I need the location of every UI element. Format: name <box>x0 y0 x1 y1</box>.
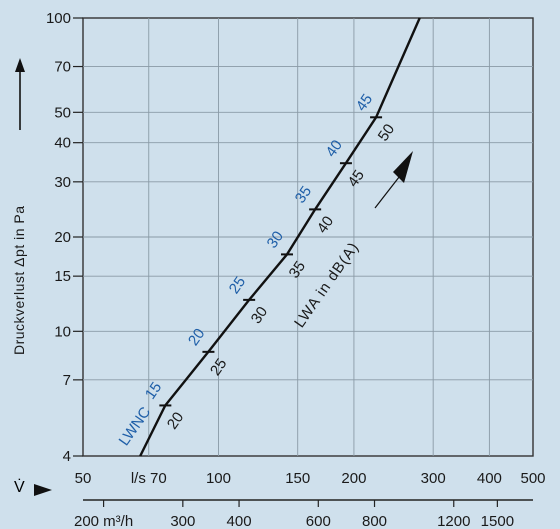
marker-label-lwa: 20 <box>164 409 187 432</box>
x2-tick-label: 1200 <box>437 513 470 529</box>
marker-label-lwa: 45 <box>344 167 367 190</box>
marker-label-lwnc: 30 <box>264 228 287 251</box>
x-tick-label: l/s 70 <box>131 470 167 487</box>
y-axis-arrow-head <box>15 58 25 72</box>
marker-label-lwa: 50 <box>375 121 398 144</box>
x-tick-labels: 50 l/s 70 100 150 200 300 400 500 <box>75 470 546 487</box>
x-tick-label: 150 <box>285 470 310 487</box>
x-axis-symbol: V̇ <box>14 478 25 496</box>
y-tick-label: 4 <box>63 448 71 465</box>
x2-tick-label: 200 m³/h <box>74 513 133 529</box>
marker-label-lwa: 35 <box>286 258 309 281</box>
y-tick-label: 15 <box>54 268 71 285</box>
x2-tick-label: 600 <box>306 513 331 529</box>
marker-label-lwnc: 15 <box>142 379 165 402</box>
x2-tick-label: 300 <box>170 513 195 529</box>
x-tick-label: 50 <box>75 470 92 487</box>
x-tick-label: 500 <box>520 470 545 487</box>
marker-label-lwnc: 25 <box>226 274 249 297</box>
x2-tick-label: 1500 <box>481 513 514 529</box>
x-tick-label: 300 <box>421 470 446 487</box>
curve-direction-arrow-head <box>393 151 413 183</box>
x-tick-label: 100 <box>206 470 231 487</box>
x-tick-label: 400 <box>477 470 502 487</box>
marker-label-lwa: 40 <box>314 213 337 236</box>
marker-label-lwnc: 45 <box>353 91 376 114</box>
grid-lines <box>83 18 533 456</box>
y-tick-label: 50 <box>54 104 71 121</box>
y-tick-label: 10 <box>54 323 71 340</box>
y-tick-labels: 4 7 10 15 20 30 40 50 70 100 <box>46 10 83 465</box>
y-tick-label: 20 <box>54 229 71 246</box>
y-tick-label: 30 <box>54 174 71 191</box>
curve-direction-arrow-shaft <box>374 171 404 209</box>
x-tick-label: 200 <box>341 470 366 487</box>
x2-tick-label: 800 <box>362 513 387 529</box>
marker-label-lwnc: 35 <box>292 183 315 206</box>
marker-label-lwnc: 20 <box>185 326 208 349</box>
x2-tick-labels: 200 m³/h 300 400 600 800 1200 1500 <box>74 500 514 529</box>
x2-tick-label: 400 <box>227 513 252 529</box>
marker-label-lwa: 25 <box>207 356 230 379</box>
y-tick-label: 7 <box>63 372 71 389</box>
y-tick-label: 40 <box>54 135 71 152</box>
y-tick-label: 70 <box>54 59 71 76</box>
marker-label-lwa: 30 <box>248 304 271 327</box>
marker-label-lwnc: 40 <box>322 137 345 160</box>
y-tick-label: 100 <box>46 10 71 27</box>
x-axis-arrow-icon <box>34 484 52 496</box>
y-axis-title: Druckverlust Δpt in Pa <box>11 205 27 355</box>
